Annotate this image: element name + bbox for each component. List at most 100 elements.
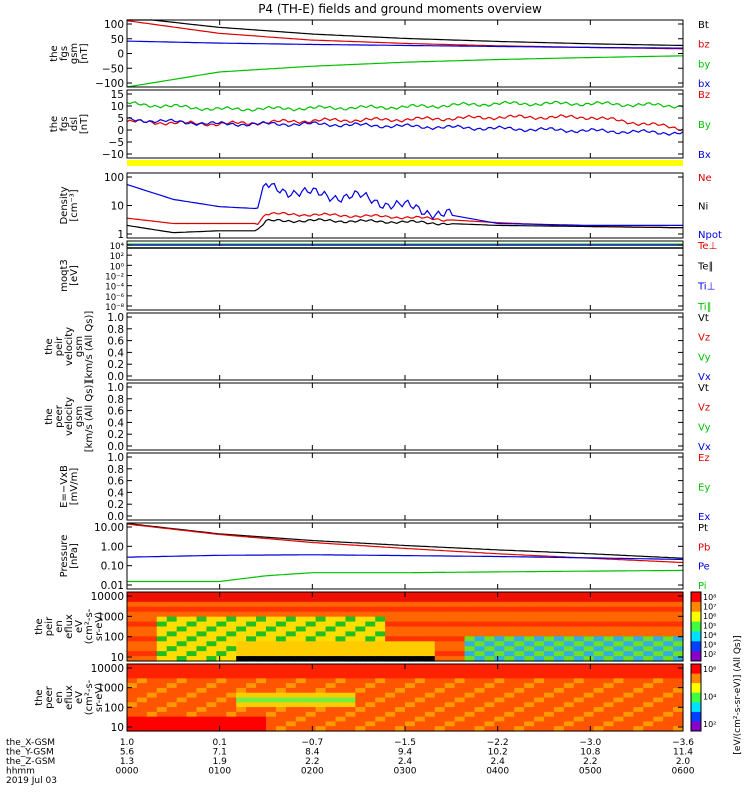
spectrogram-cell [206,606,217,613]
spectrogram-cell [653,621,664,628]
spectrogram-cell [375,641,386,647]
spectrogram-cell [474,687,486,694]
y-axis-label-line: eV [74,620,85,633]
spectrogram-cell [355,641,366,647]
legend-label-bx: bx [698,79,710,90]
spectrogram-cell [196,726,208,732]
spectrogram-cell [444,641,456,647]
spectrogram-cell [196,621,208,628]
spectrogram-cell [275,636,287,642]
spectrogram-cell [216,683,227,689]
spectrogram-cell [226,596,237,603]
spectrogram-cell [434,687,446,694]
spectrogram-cell [583,631,595,637]
spectrogram-cell [216,641,227,647]
spectrogram-cell [514,606,525,613]
spectrogram-cell [573,668,585,675]
spectrogram-cell [613,641,625,647]
spectrogram-cell [375,616,386,623]
spectrogram-cell [643,631,654,637]
spectrogram-cell [484,726,495,732]
spectrogram-cell [325,702,337,708]
spectrogram-cell [494,716,505,723]
spectrogram-cell [454,606,466,613]
spectrogram-cell [623,611,634,618]
spectrogram-cell [246,702,257,708]
spectrogram-cell [355,601,366,608]
spectrogram-cell [583,626,595,633]
spectrogram-cell [375,678,386,684]
spectrogram-cell [365,721,376,727]
spectrogram-cell [593,621,605,628]
spectrogram-cell [583,721,595,727]
spectrogram-cell [673,702,684,708]
spectrogram-cell [573,592,585,598]
spectrogram-cell [226,636,237,642]
spectrogram-cell [643,697,654,703]
spectrogram-cell [335,641,347,647]
spectrogram-cell [146,616,158,623]
spectrogram-cell [514,721,525,727]
spectrogram-cell [494,678,505,684]
spectrogram-cell [504,601,515,608]
spectrogram-cell [226,611,237,618]
spectrogram-cell [494,631,505,637]
spectrogram-cell [405,683,416,689]
spectrogram-cell [494,646,505,652]
spectrogram-cell [434,711,446,718]
spectrogram-cell [673,636,684,642]
spectrogram-cell [553,726,565,732]
spectrogram-cell [524,641,535,647]
spectrogram-cell [494,641,505,647]
spectrogram-cell [335,601,347,608]
spectrogram-cell [216,716,227,723]
spectrogram-cell [603,606,615,613]
spectrogram-cell [653,683,664,689]
spectrogram-cell [613,651,625,657]
spectrogram-cell [156,711,168,718]
panel-p9: 10000100010010thepeirenefluxeV(cm²-s-sr-… [34,591,716,664]
spectrogram-cell [534,664,545,670]
spectrogram-cell [464,716,476,723]
spectrogram-cell [206,697,217,703]
spectrogram-cell [275,707,287,713]
spectrogram-cell [375,621,386,628]
colorbar-step [691,664,701,675]
spectrogram-cell [673,726,684,732]
spectrogram-cell [544,678,555,684]
spectrogram-cell [544,716,555,723]
spectrogram-cell [315,626,327,633]
y-axis-label-line: dsl [69,117,80,131]
y-axis-label-line: peir [44,616,55,636]
spectrogram-cell [285,716,297,723]
spectrogram-cell [127,721,138,727]
spectrogram-cell [603,692,615,699]
spectrogram-cell [434,626,446,633]
spectrogram-cell [414,697,426,703]
legend-label-by: by [698,59,710,70]
spectrogram-cell [444,673,456,679]
colorbar-step [691,651,701,662]
spectrogram-cell [156,673,168,679]
spectrogram-cell [236,621,247,628]
spectrogram-cell [514,692,525,699]
spectrogram-cell [514,678,525,684]
spectrogram-cell [414,636,426,642]
spectrogram-cell [434,721,446,727]
spectrogram-cell [464,702,476,708]
y-axis-label-line: the [49,45,60,61]
spectrogram-cell [633,651,644,657]
spectrogram-cell [623,721,634,727]
spectrogram-cell [414,673,426,679]
spectrogram-cell [156,721,168,727]
spectrogram-cell [484,621,495,628]
spectrogram-cell [673,673,684,679]
spectrogram-cell [544,683,555,689]
y-axis-label-line: gsm [74,336,85,357]
spectrogram-cell [146,592,158,598]
spectrogram-cell [504,621,515,628]
spectrogram-cell [563,606,575,613]
spectrogram-cell [246,596,257,603]
spectrogram-cell [673,601,684,608]
